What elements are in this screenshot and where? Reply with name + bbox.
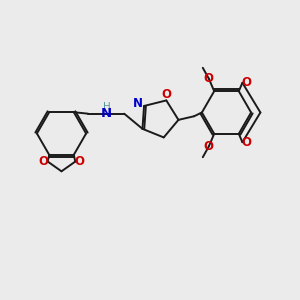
Text: N: N — [134, 97, 143, 110]
Text: O: O — [241, 76, 251, 89]
Text: O: O — [204, 140, 214, 153]
Text: O: O — [161, 88, 171, 101]
Text: N: N — [101, 107, 112, 120]
Text: O: O — [39, 155, 49, 168]
Text: O: O — [241, 136, 251, 149]
Text: H: H — [103, 102, 111, 112]
Text: O: O — [204, 72, 214, 85]
Text: O: O — [74, 155, 84, 168]
